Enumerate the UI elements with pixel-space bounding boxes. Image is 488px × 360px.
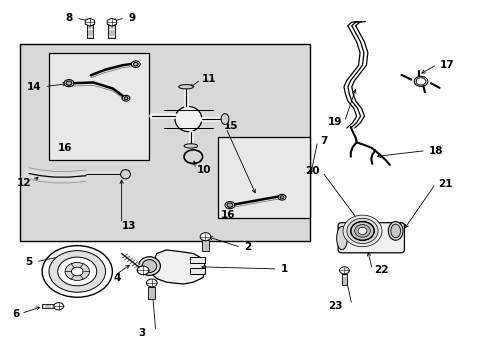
Circle shape	[49, 251, 105, 292]
Ellipse shape	[354, 225, 369, 237]
Circle shape	[122, 95, 130, 101]
Circle shape	[280, 196, 284, 199]
Text: 7: 7	[320, 136, 327, 145]
Ellipse shape	[336, 226, 346, 250]
Circle shape	[137, 266, 149, 275]
Circle shape	[146, 279, 157, 287]
Text: 5: 5	[25, 257, 32, 267]
Bar	[148, 287, 155, 299]
Ellipse shape	[346, 218, 377, 244]
Bar	[108, 25, 115, 39]
Text: 15: 15	[224, 121, 238, 131]
Ellipse shape	[138, 257, 160, 275]
Text: 14: 14	[26, 82, 41, 92]
Circle shape	[66, 81, 72, 85]
Bar	[49, 53, 149, 160]
Ellipse shape	[342, 215, 381, 247]
Text: 16: 16	[58, 143, 72, 153]
FancyBboxPatch shape	[337, 223, 404, 253]
Bar	[217, 137, 310, 218]
Ellipse shape	[121, 170, 130, 179]
Text: 23: 23	[328, 301, 342, 311]
Circle shape	[224, 202, 234, 209]
Text: 19: 19	[327, 117, 341, 127]
Text: 8: 8	[65, 13, 73, 23]
Circle shape	[200, 233, 210, 240]
Circle shape	[65, 262, 89, 280]
Circle shape	[71, 267, 83, 276]
Ellipse shape	[178, 85, 193, 89]
Ellipse shape	[413, 76, 427, 86]
Text: 4: 4	[114, 273, 121, 283]
Bar	[189, 267, 204, 274]
Ellipse shape	[390, 224, 400, 238]
Circle shape	[124, 97, 128, 100]
Ellipse shape	[221, 114, 228, 125]
Text: 10: 10	[197, 165, 211, 175]
Circle shape	[339, 267, 348, 274]
Ellipse shape	[175, 107, 202, 132]
Text: 20: 20	[305, 166, 320, 176]
Ellipse shape	[350, 221, 373, 240]
Text: 17: 17	[439, 59, 453, 69]
Text: 2: 2	[244, 242, 251, 252]
Circle shape	[42, 246, 112, 297]
Text: 13: 13	[122, 221, 136, 231]
Circle shape	[64, 80, 74, 87]
Polygon shape	[149, 250, 205, 284]
Text: 11: 11	[202, 73, 216, 84]
Text: 18: 18	[427, 145, 442, 156]
Circle shape	[226, 203, 232, 207]
Text: 12: 12	[17, 178, 31, 188]
Circle shape	[54, 303, 63, 310]
Bar	[20, 44, 310, 241]
Text: 16: 16	[221, 210, 235, 220]
Bar	[42, 304, 54, 309]
Text: 9: 9	[128, 13, 135, 23]
Bar	[86, 25, 93, 39]
Ellipse shape	[357, 228, 366, 234]
Bar	[202, 240, 208, 251]
Bar	[189, 257, 204, 263]
Text: 6: 6	[12, 310, 19, 319]
Text: 3: 3	[138, 328, 145, 338]
Circle shape	[133, 62, 138, 66]
Bar	[341, 274, 346, 285]
Text: 22: 22	[373, 265, 387, 275]
Circle shape	[131, 61, 140, 67]
Ellipse shape	[142, 260, 157, 273]
Circle shape	[415, 78, 425, 85]
Ellipse shape	[387, 222, 402, 240]
Circle shape	[58, 257, 97, 286]
Text: 21: 21	[437, 179, 452, 189]
Text: 1: 1	[281, 264, 288, 274]
Circle shape	[278, 194, 285, 200]
Ellipse shape	[183, 144, 197, 148]
